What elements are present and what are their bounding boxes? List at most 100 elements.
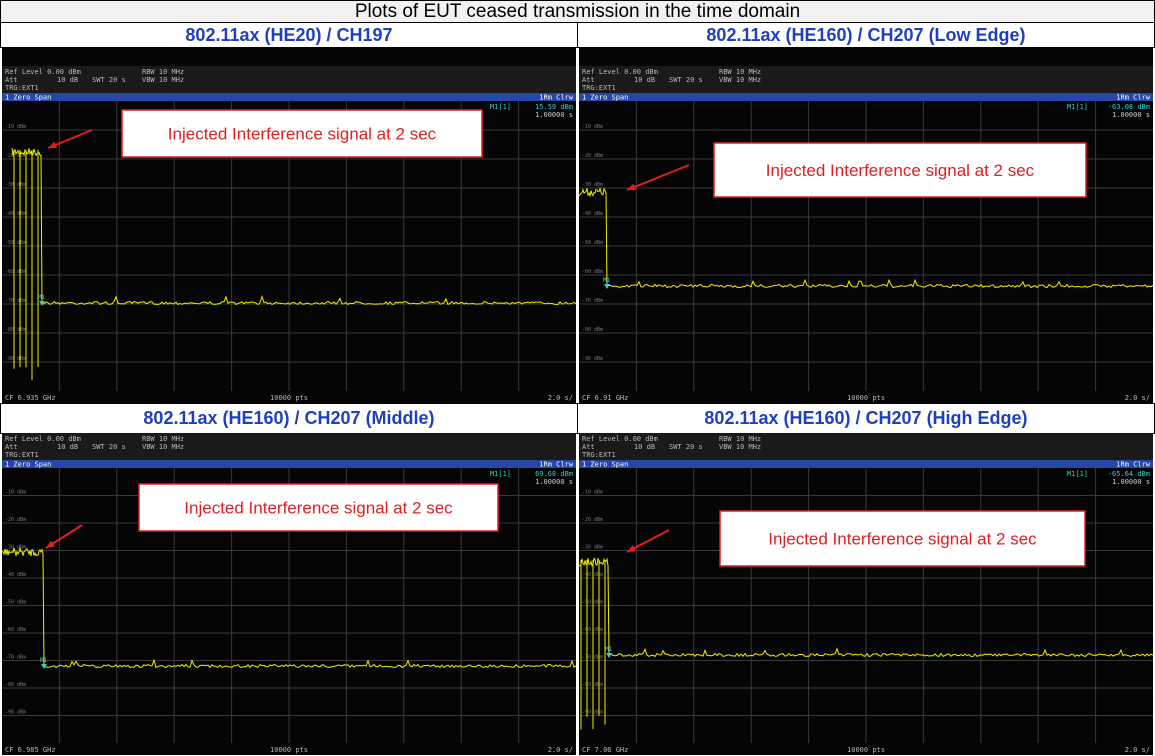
settings-bg xyxy=(2,433,576,460)
annotation: Injected Interference signal at 2 sec xyxy=(768,530,1037,549)
y-axis-label: -60 dBm xyxy=(5,627,26,633)
att-value: 10 dB xyxy=(634,76,655,84)
att: Att xyxy=(582,443,595,451)
y-axis-label: -40 dBm xyxy=(582,211,603,217)
rbw: RBW 10 MHz xyxy=(719,68,761,76)
marker-time: 1.00000 s xyxy=(535,478,573,486)
settings-bg xyxy=(579,66,1153,93)
annotation-arrow xyxy=(626,164,690,191)
span-bar xyxy=(579,460,1153,468)
trace xyxy=(579,186,1153,289)
marker-label: M1 xyxy=(603,277,611,284)
points: 10000 pts xyxy=(847,746,885,754)
table-title: Plots of EUT ceased transmission in the … xyxy=(0,0,1155,23)
center-frequency: CF 6.935 GHz xyxy=(5,394,56,402)
y-axis-label: -30 dBm xyxy=(5,182,26,188)
ref-level: Ref Level 0.00 dBm xyxy=(5,435,81,443)
vbw: VBW 10 MHz xyxy=(719,443,761,451)
trace-label: 1Rm Clrw xyxy=(539,94,574,102)
marker: M1[1] xyxy=(490,470,511,478)
trace-label: 1Rm Clrw xyxy=(1116,461,1151,469)
annotation: Injected Interference signal at 2 sec xyxy=(168,125,437,144)
swt: SWT 20 s xyxy=(92,443,126,451)
plot-heading: 802.11ax (HE160) / CH207 (Low Edge) xyxy=(577,22,1155,48)
y-axis-label: -90 dBm xyxy=(5,710,26,716)
marker-level: -65.64 dBm xyxy=(1108,470,1150,478)
annotation-box xyxy=(719,510,1086,567)
settings-bg xyxy=(2,66,576,93)
y-axis-label: -80 dBm xyxy=(5,682,26,688)
marker-label: M1 xyxy=(38,294,46,301)
annotation-arrowhead xyxy=(627,545,636,552)
center-frequency: CF 7.06 GHz xyxy=(582,746,628,754)
trigger: TRG:EXT1 xyxy=(5,451,39,459)
y-axis-label: -70 dBm xyxy=(5,655,26,661)
marker-label: M1 xyxy=(605,646,613,653)
time-scale: 2.0 s/ xyxy=(548,394,573,402)
marker-point xyxy=(41,664,47,669)
y-axis-label: -50 dBm xyxy=(5,600,26,606)
y-axis-label: -20 dBm xyxy=(5,153,26,159)
y-axis-label: -90 dBm xyxy=(582,356,603,362)
plot-heading: 802.11ax (HE160) / CH207 (Middle) xyxy=(0,403,578,434)
att: Att xyxy=(5,443,18,451)
y-axis-label: -20 dBm xyxy=(582,517,603,523)
analyzer-screenshot: Ref Level 0.00 dBm RBW 10 MHz Att 10 dB SWT … xyxy=(579,47,1153,403)
swt: SWT 20 s xyxy=(669,443,703,451)
trigger: TRG:EXT1 xyxy=(582,451,616,459)
y-axis-label: -30 dBm xyxy=(5,545,26,551)
span: 1 Zero Span xyxy=(582,94,628,102)
vbw: VBW 10 MHz xyxy=(142,443,184,451)
trace xyxy=(11,147,576,306)
span-bar xyxy=(2,460,576,468)
y-axis-label: -50 dBm xyxy=(582,240,603,246)
span-bar xyxy=(579,93,1153,101)
y-axis-label: -10 dBm xyxy=(582,490,603,496)
y-axis-label: -50 dBm xyxy=(5,240,26,246)
y-axis-label: -30 dBm xyxy=(582,545,603,551)
vbw: VBW 10 MHz xyxy=(142,76,184,84)
analyzer-screenshot: Ref Level 0.00 dBm RBW 10 MHz Att 10 dB SWT … xyxy=(2,433,576,755)
swt: SWT 20 s xyxy=(92,76,126,84)
annotation-box xyxy=(121,109,483,158)
span: 1 Zero Span xyxy=(5,94,51,102)
y-axis-label: -10 dBm xyxy=(5,124,26,130)
y-axis-label: -60 dBm xyxy=(5,269,26,275)
marker-point xyxy=(604,284,610,289)
att-value: 10 dB xyxy=(57,443,78,451)
rbw: RBW 10 MHz xyxy=(719,435,761,443)
y-axis-label: -10 dBm xyxy=(5,490,26,496)
annotation: Injected Interference signal at 2 sec xyxy=(184,499,453,518)
marker-label: M1 xyxy=(40,657,48,664)
settings-bg xyxy=(579,433,1153,460)
y-axis-label: -90 dBm xyxy=(5,356,26,362)
marker: M1[1] xyxy=(1067,103,1088,111)
swt: SWT 20 s xyxy=(669,76,703,84)
marker: M1[1] xyxy=(490,103,511,111)
y-axis-label: -40 dBm xyxy=(5,211,26,217)
annotation-box xyxy=(138,483,499,532)
y-axis-label: -20 dBm xyxy=(5,517,26,523)
span: 1 Zero Span xyxy=(5,461,51,469)
trace xyxy=(579,557,1153,658)
rbw: RBW 10 MHz xyxy=(142,68,184,76)
marker-point xyxy=(39,301,45,306)
points: 10000 pts xyxy=(270,746,308,754)
y-axis-label: -70 dBm xyxy=(582,298,603,304)
ref-level: Ref Level 0.00 dBm xyxy=(582,68,658,76)
points: 10000 pts xyxy=(270,394,308,402)
trigger: TRG:EXT1 xyxy=(582,84,616,92)
annotation-arrowhead xyxy=(627,183,636,191)
marker-level: 15.59 dBm xyxy=(535,103,573,111)
annotation-arrowhead xyxy=(46,540,55,548)
span-bar xyxy=(2,93,576,101)
trace-label: 1Rm Clrw xyxy=(1116,94,1151,102)
analyzer-screenshot: Ref Level 0.00 dBm RBW 10 MHz Att 10 dB SWT … xyxy=(579,433,1153,755)
y-axis-label: -10 dBm xyxy=(582,124,603,130)
annotation-arrowhead xyxy=(48,141,57,149)
y-axis-label: -30 dBm xyxy=(582,182,603,188)
y-axis-label: -80 dBm xyxy=(5,327,26,333)
y-axis-label: -70 dBm xyxy=(5,298,26,304)
plot-heading: 802.11ax (HE20) / CH197 xyxy=(0,22,578,48)
marker-level: 69.68 dBm xyxy=(535,470,573,478)
